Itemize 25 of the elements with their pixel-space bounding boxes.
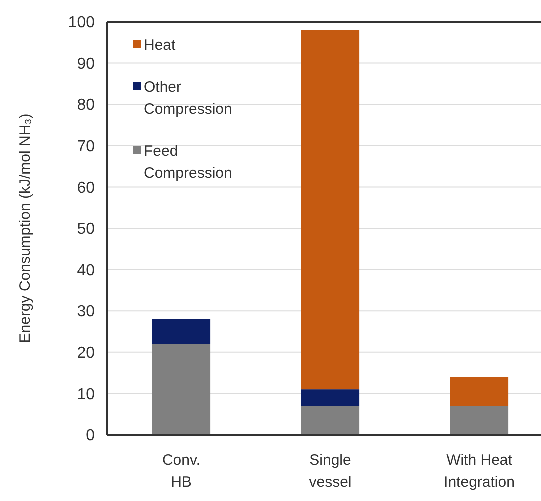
legend-label: Heat bbox=[144, 37, 177, 54]
bar bbox=[301, 406, 360, 435]
legend-label: Feed Compression bbox=[144, 143, 232, 182]
y-tick-label: 50 bbox=[77, 221, 96, 238]
y-tick-label: 90 bbox=[77, 56, 96, 73]
y-tick-label: 20 bbox=[77, 345, 96, 362]
y-tick-label: 80 bbox=[77, 97, 96, 114]
y-tick-label: 60 bbox=[77, 180, 96, 197]
y-tick-label: 70 bbox=[77, 138, 96, 156]
y-tick-label: 10 bbox=[77, 386, 96, 404]
y-tick-label: 100 bbox=[68, 14, 96, 32]
bar bbox=[152, 344, 211, 435]
y-tick-label: 40 bbox=[77, 262, 96, 280]
bar bbox=[152, 319, 211, 344]
x-tick-label: Single vessel bbox=[309, 452, 352, 491]
x-tick-label: With Heat Integration bbox=[444, 452, 515, 491]
bar bbox=[450, 406, 509, 435]
y-tick-label: 30 bbox=[77, 304, 96, 321]
bar bbox=[450, 377, 509, 406]
bar bbox=[301, 390, 360, 406]
y-axis-title: Energy Consumption (kJ/mol NH₃) bbox=[17, 114, 34, 344]
bar bbox=[301, 30, 360, 390]
legend-label: Other Compression bbox=[144, 79, 232, 118]
x-tick-label: Conv. HB bbox=[162, 452, 201, 491]
y-tick-label: 0 bbox=[86, 428, 96, 445]
